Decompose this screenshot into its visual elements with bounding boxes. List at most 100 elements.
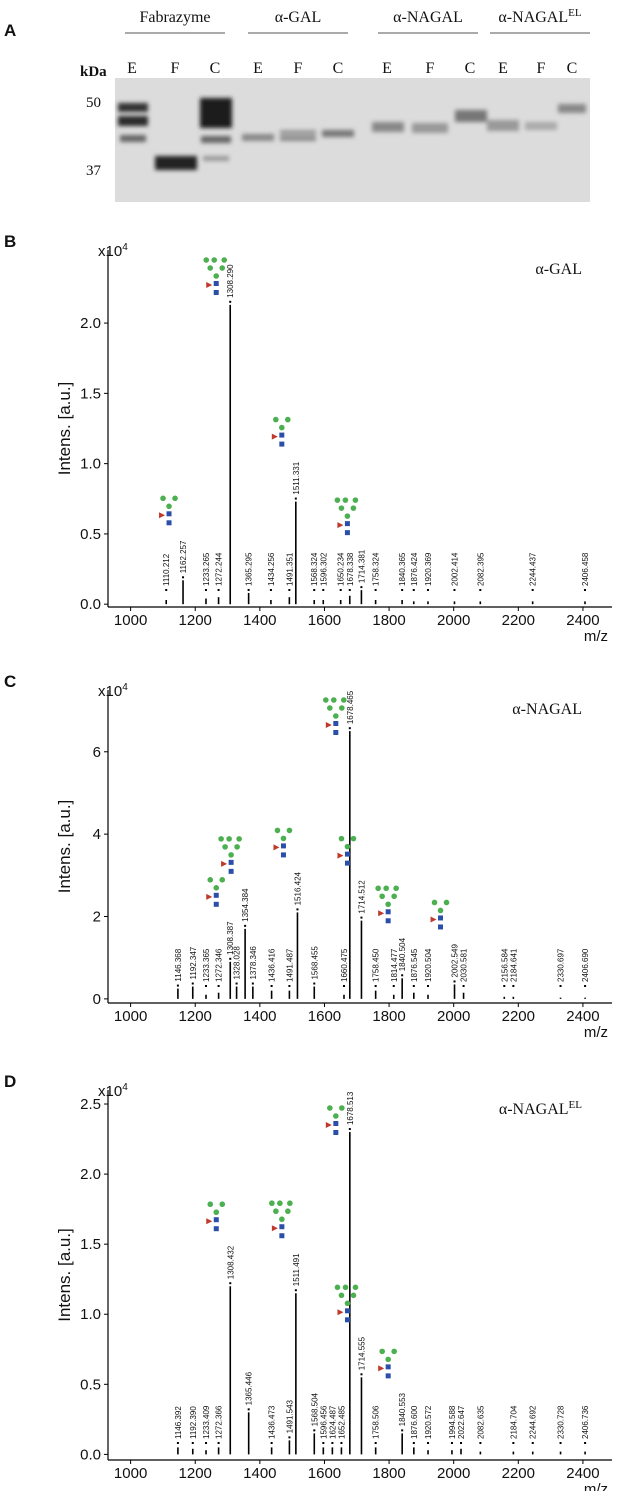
x-tick-label: 1400: [243, 612, 276, 629]
peak-label: 1516.424: [293, 871, 302, 905]
mannose: [280, 835, 287, 842]
y-tick-label: 1.5: [80, 385, 101, 402]
peak-label-dot: [412, 985, 415, 987]
peak-label-dot: [453, 589, 456, 591]
x-tick-label: 1200: [179, 612, 212, 629]
peak-label-dot: [348, 1128, 351, 1131]
gel-lane-label: C: [333, 60, 344, 77]
gel-lane-label: E: [253, 60, 263, 77]
y-scale-label: x104: [98, 682, 128, 700]
peak-label: 1678.513: [346, 1091, 355, 1125]
annotation-sup: EL: [569, 1099, 583, 1111]
peak-label: 2184.641: [509, 948, 518, 982]
y-axis-title: Intens. [a.u.]: [55, 800, 74, 894]
peak-label: 1491.543: [285, 1399, 294, 1433]
mannose: [327, 1105, 333, 1111]
peak-label: 1491.351: [285, 552, 294, 586]
glycan-icon: [378, 1348, 397, 1379]
glycan-icon: [334, 1284, 359, 1323]
peak-label: 1714.555: [357, 1336, 366, 1370]
mannose: [203, 257, 210, 263]
mannose: [338, 835, 345, 842]
mannose: [327, 705, 333, 711]
peak-label: 1596.456: [319, 1405, 328, 1439]
peak-label: 1568.504: [310, 1392, 319, 1426]
peak-label: 1814.477: [390, 948, 399, 982]
mannose: [285, 416, 291, 423]
annotation-text: α-NAGAL: [499, 1101, 569, 1118]
y-scale: x10: [98, 243, 122, 260]
y-scale: x10: [98, 1083, 122, 1100]
y-tick-label: 0.5: [80, 1376, 101, 1393]
x-tick-label: 2200: [502, 612, 535, 629]
glcnac: [280, 843, 286, 849]
x-tick-label: 1000: [114, 612, 147, 629]
peak-label-dot: [247, 1408, 250, 1411]
peak-label-dot: [360, 586, 363, 589]
peak-label-dot: [450, 1442, 453, 1444]
peak-label-dot: [313, 1429, 316, 1432]
peak-label-dot: [217, 985, 220, 987]
peak-label: 1434.256: [267, 552, 276, 586]
peak-label: 1511.491: [292, 1253, 301, 1286]
gel-lane-label: C: [567, 60, 578, 77]
x-tick-label: 1200: [179, 1465, 212, 1482]
peak-label: 1568.324: [310, 552, 319, 586]
glcnac: [438, 924, 444, 930]
y-scale-exp: 4: [122, 682, 128, 693]
glcnac: [333, 730, 339, 735]
peak-label-dot: [244, 924, 247, 927]
mannose: [273, 1208, 279, 1215]
y-tick-label: 0: [93, 991, 101, 1008]
peak-label: 1192.347: [189, 946, 198, 979]
peak-label: 1192.390: [189, 1406, 198, 1439]
gel-lane-label: F: [171, 60, 180, 77]
peak-label-dot: [165, 589, 168, 591]
fucose: [271, 433, 278, 440]
gel-marker: 50: [86, 95, 101, 111]
peak-label: 2002.549: [451, 944, 460, 978]
peak-label: 1308.387: [226, 921, 235, 955]
gel-group-name: α-NAGAL: [498, 9, 568, 26]
glycan-icon: [430, 899, 450, 930]
peak-label: 1876.545: [410, 948, 419, 982]
glcnac: [385, 918, 391, 924]
mannose: [344, 843, 351, 850]
annotation: α-NAGAL: [512, 701, 582, 718]
x-tick-label: 1400: [243, 1465, 276, 1482]
mannose: [391, 893, 397, 900]
peak-label-dot: [322, 589, 325, 591]
peak-label: 1876.424: [410, 552, 419, 586]
glcnac: [213, 290, 219, 295]
peak-label-dot: [339, 589, 342, 591]
gel-group-name: α-GAL: [275, 9, 322, 26]
y-tick-label: 1.0: [80, 1306, 101, 1323]
mannose: [341, 697, 347, 703]
glcnac: [280, 852, 286, 858]
panel-letter: C: [4, 672, 16, 691]
gel-unit: kDa: [80, 64, 107, 80]
peak-label: 2082.395: [476, 552, 485, 586]
y-scale-exp: 4: [122, 242, 128, 253]
y-tick-label: 0.0: [80, 596, 101, 613]
peak-label: 1272.244: [215, 552, 224, 586]
peak-label-dot: [479, 589, 482, 591]
annotation: α-GAL: [535, 261, 582, 278]
peak-label: 1233.265: [202, 552, 211, 586]
glcnac: [333, 1130, 339, 1135]
mannose: [213, 273, 220, 279]
peak-label: 2002.414: [450, 552, 459, 586]
mannose: [334, 1284, 341, 1291]
mannose: [285, 1208, 291, 1215]
mannose: [437, 907, 444, 914]
peak-label-dot: [340, 1442, 343, 1444]
peak-label-dot: [296, 908, 299, 911]
gel-lane-label: E: [382, 60, 392, 77]
mannose: [342, 497, 349, 503]
peak-label: 1354.384: [241, 888, 250, 922]
peak-label-dot: [229, 1282, 232, 1285]
peak-label-dot: [288, 985, 291, 987]
